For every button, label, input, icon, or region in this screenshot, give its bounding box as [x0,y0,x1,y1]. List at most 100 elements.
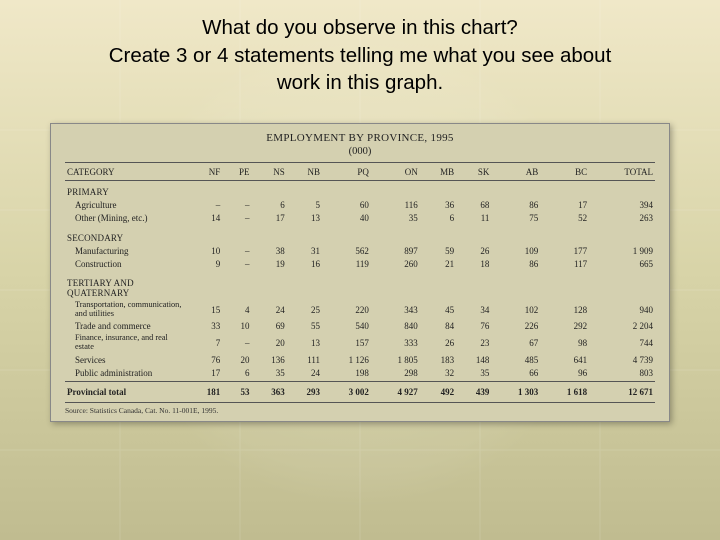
cell: 24 [252,300,287,320]
col-bc: BC [540,165,589,178]
cell: 84 [420,320,456,333]
cell: 15 [187,300,222,320]
cell: 60 [322,199,371,212]
cell: – [222,199,251,212]
table-row: Other (Mining, etc.)14–17134035611755226… [65,212,655,225]
cell: 25 [287,300,322,320]
cell: 26 [456,244,491,257]
cell: 14 [187,212,222,225]
table-row: Public administration1763524198298323566… [65,366,655,379]
cell: 117 [540,257,589,270]
row-label: Transportation, communication, and utili… [65,300,187,320]
cell: 226 [491,320,540,333]
cell: 1 805 [371,353,420,366]
cell: 157 [322,333,371,353]
row-label: Construction [65,257,187,270]
cell: 485 [491,353,540,366]
total-cell: 439 [456,384,491,400]
cell: 9 [187,257,222,270]
col-on: ON [371,165,420,178]
cell: 840 [371,320,420,333]
employment-table-container: EMPLOYMENT BY PROVINCE, 1995 (000) CATEG… [50,123,670,422]
total-cell: 12 671 [589,384,655,400]
table-row: Finance, insurance, and real estate7–201… [65,333,655,353]
cell: 665 [589,257,655,270]
section-label: PRIMARY [65,183,187,199]
cell: 177 [540,244,589,257]
table-title: EMPLOYMENT BY PROVINCE, 1995 [65,132,655,144]
cell: 220 [322,300,371,320]
col-ns: NS [252,165,287,178]
total-label: Provincial total [65,384,187,400]
cell: 198 [322,366,371,379]
cell: 6 [222,366,251,379]
col-pq: PQ [322,165,371,178]
cell: 4 [222,300,251,320]
heading-line3: work in this graph. [277,71,443,94]
total-cell: 363 [252,384,287,400]
total-cell: 53 [222,384,251,400]
cell: 540 [322,320,371,333]
cell: 20 [252,333,287,353]
cell: 52 [540,212,589,225]
cell: 76 [456,320,491,333]
cell: 35 [371,212,420,225]
section-label: SECONDARY [65,229,187,245]
cell: 35 [252,366,287,379]
cell: 96 [540,366,589,379]
row-label: Trade and commerce [65,320,187,333]
cell: 66 [491,366,540,379]
cell: 298 [371,366,420,379]
cell: 148 [456,353,491,366]
cell: 260 [371,257,420,270]
cell: 10 [187,244,222,257]
total-cell: 4 927 [371,384,420,400]
cell: 67 [491,333,540,353]
cell: – [222,333,251,353]
cell: 36 [420,199,456,212]
table-row: Transportation, communication, and utili… [65,300,655,320]
cell: 136 [252,353,287,366]
cell: 803 [589,366,655,379]
cell: 11 [456,212,491,225]
cell: 263 [589,212,655,225]
cell: 76 [187,353,222,366]
row-label: Other (Mining, etc.) [65,212,187,225]
cell: – [222,257,251,270]
cell: 86 [491,199,540,212]
cell: 34 [456,300,491,320]
total-row: Provincial total181533632933 0024 927492… [65,384,655,400]
cell: 23 [456,333,491,353]
cell: 68 [456,199,491,212]
cell: 940 [589,300,655,320]
cell: 1 126 [322,353,371,366]
col-total: TOTAL [589,165,655,178]
cell: 744 [589,333,655,353]
row-label: Manufacturing [65,244,187,257]
cell: 128 [540,300,589,320]
cell: 18 [456,257,491,270]
table-subtitle: (000) [65,146,655,157]
table-row: Agriculture––656011636688617394 [65,199,655,212]
section-row: TERTIARY AND QUATERNARY [65,274,655,300]
cell: 7 [187,333,222,353]
total-cell: 492 [420,384,456,400]
col-sk: SK [456,165,491,178]
cell: 31 [287,244,322,257]
cell: 32 [420,366,456,379]
cell: 35 [456,366,491,379]
section-row: SECONDARY [65,229,655,245]
cell: 17 [540,199,589,212]
cell: 394 [589,199,655,212]
cell: – [222,244,251,257]
cell: 119 [322,257,371,270]
cell: 292 [540,320,589,333]
cell: 45 [420,300,456,320]
heading-line1: What do you observe in this chart? [202,16,518,39]
table-row: Services76201361111 1261 805183148485641… [65,353,655,366]
table-source: Source: Statistics Canada, Cat. No. 11-0… [65,406,655,415]
cell: 6 [420,212,456,225]
cell: 21 [420,257,456,270]
cell: 59 [420,244,456,257]
cell: – [187,199,222,212]
